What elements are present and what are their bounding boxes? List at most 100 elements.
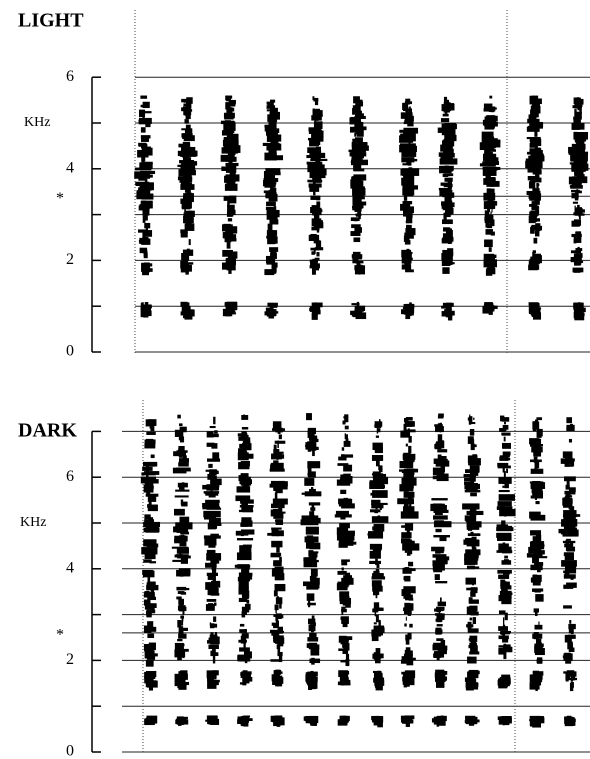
blob-piece bbox=[181, 446, 184, 455]
blob-piece bbox=[307, 164, 325, 173]
blob-piece bbox=[277, 440, 279, 449]
blob-piece bbox=[181, 98, 189, 103]
blob-piece bbox=[532, 670, 540, 674]
blob-piece bbox=[311, 312, 318, 320]
blob-piece bbox=[185, 124, 191, 132]
blob-piece bbox=[141, 105, 144, 108]
blob-piece bbox=[562, 451, 573, 458]
blob-piece bbox=[174, 508, 185, 516]
blob-piece bbox=[309, 658, 321, 664]
blob-piece bbox=[311, 173, 317, 177]
blob-piece bbox=[339, 596, 350, 602]
blob-piece bbox=[267, 223, 273, 231]
blob-piece bbox=[531, 518, 539, 521]
blob-piece bbox=[431, 546, 445, 552]
blob-piece bbox=[277, 626, 283, 634]
blob-piece bbox=[378, 444, 382, 451]
syllable bbox=[479, 95, 501, 315]
blob-piece bbox=[569, 673, 575, 677]
blob-piece bbox=[352, 251, 361, 258]
blob-piece bbox=[275, 679, 283, 687]
blob-piece bbox=[406, 303, 415, 309]
blob-piece bbox=[437, 682, 443, 686]
blob-piece bbox=[535, 172, 540, 180]
blob-piece bbox=[407, 632, 412, 640]
blob-piece bbox=[307, 137, 324, 141]
blob-piece bbox=[145, 681, 155, 688]
blob-piece bbox=[533, 98, 542, 105]
blob-piece bbox=[240, 529, 255, 535]
blob-piece bbox=[314, 302, 317, 306]
blob-piece bbox=[180, 673, 188, 680]
blob-piece bbox=[444, 210, 451, 218]
blob-piece bbox=[403, 204, 408, 208]
blob-piece bbox=[431, 718, 443, 723]
blob-piece bbox=[406, 217, 410, 223]
blob-piece bbox=[447, 303, 451, 310]
blob-piece bbox=[311, 115, 322, 121]
blob-piece bbox=[536, 428, 543, 437]
blob-piece bbox=[433, 535, 451, 538]
blob-piece bbox=[275, 613, 282, 619]
blob-piece bbox=[185, 105, 190, 111]
blob-piece bbox=[434, 511, 443, 516]
blob-piece bbox=[532, 719, 542, 728]
blob-piece bbox=[341, 559, 350, 562]
blob-piece bbox=[210, 555, 220, 564]
blob-piece bbox=[213, 416, 216, 425]
blob-piece bbox=[183, 312, 192, 319]
blob-piece bbox=[207, 553, 217, 559]
syllable bbox=[496, 415, 516, 726]
blob-piece bbox=[308, 599, 311, 608]
blob-piece bbox=[310, 195, 321, 200]
blob-piece bbox=[340, 680, 345, 686]
blob-piece bbox=[408, 597, 414, 601]
blob-piece bbox=[375, 615, 379, 623]
blob-piece bbox=[311, 505, 315, 512]
blob-piece bbox=[341, 503, 355, 509]
blob-piece bbox=[577, 246, 580, 251]
blob-piece bbox=[441, 128, 456, 136]
blob-piece bbox=[313, 264, 319, 269]
blob-piece bbox=[407, 224, 412, 229]
blob-piece bbox=[238, 436, 247, 441]
blob-piece bbox=[565, 492, 571, 497]
blob-piece bbox=[184, 109, 188, 116]
blob-piece bbox=[442, 203, 453, 211]
blob-piece bbox=[357, 210, 362, 217]
blob-piece bbox=[180, 531, 190, 535]
blob-piece bbox=[309, 141, 321, 146]
blob-piece bbox=[208, 543, 216, 548]
blob-piece bbox=[464, 515, 477, 521]
blob-piece bbox=[310, 577, 320, 585]
blob-piece bbox=[400, 715, 412, 720]
blob-piece bbox=[405, 228, 416, 236]
blob-piece bbox=[141, 472, 156, 476]
blob-piece bbox=[404, 568, 416, 572]
blob-piece bbox=[499, 590, 512, 599]
blob-piece bbox=[345, 678, 348, 682]
blob-piece bbox=[178, 423, 183, 427]
blob-piece bbox=[146, 609, 156, 614]
blob-piece bbox=[138, 239, 148, 243]
blob-piece bbox=[503, 682, 506, 687]
blob-piece bbox=[401, 477, 417, 486]
blob-piece bbox=[465, 682, 474, 691]
blob-piece bbox=[529, 438, 540, 445]
blob-piece bbox=[149, 425, 154, 429]
blob-piece bbox=[211, 470, 219, 475]
blob-piece bbox=[311, 487, 314, 493]
blob-piece bbox=[178, 169, 192, 177]
blob-piece bbox=[270, 139, 279, 147]
blob-piece bbox=[532, 304, 539, 310]
blob-piece bbox=[487, 143, 490, 148]
blob-piece bbox=[179, 451, 183, 458]
blob-piece bbox=[311, 226, 320, 231]
blob-piece bbox=[404, 623, 407, 627]
blob-piece bbox=[144, 207, 149, 211]
blob-piece bbox=[356, 301, 360, 309]
blob-piece bbox=[227, 211, 232, 215]
blob-piece bbox=[345, 465, 349, 468]
blob-piece bbox=[176, 467, 191, 471]
blob-piece bbox=[531, 195, 541, 201]
